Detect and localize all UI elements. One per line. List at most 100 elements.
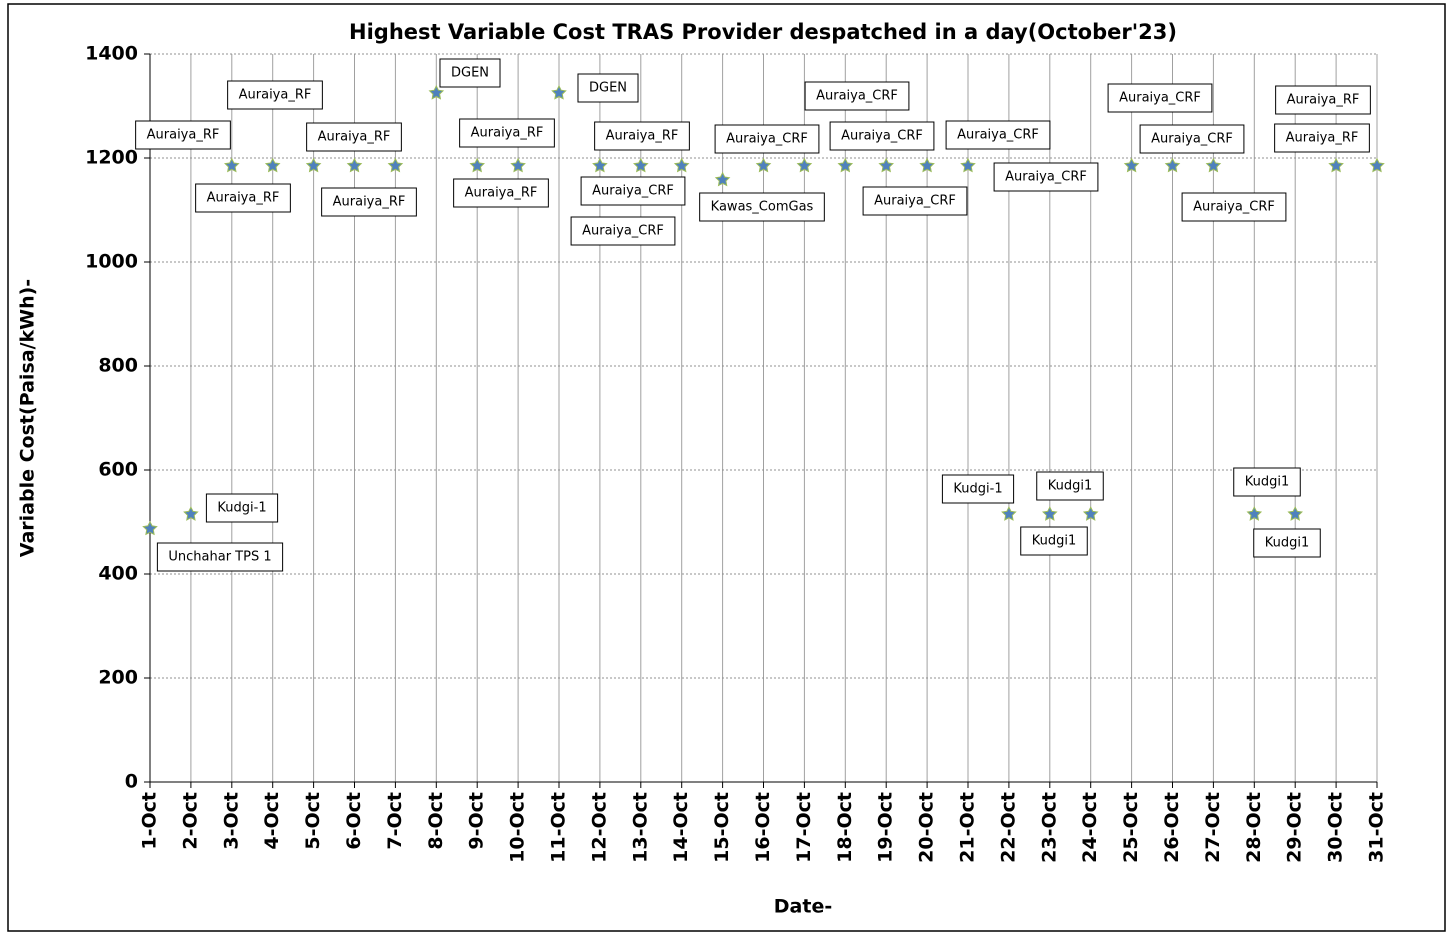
annotation: DGEN <box>577 73 639 103</box>
marker <box>428 84 445 100</box>
x-tick-label: 26-Oct <box>1161 792 1183 863</box>
annotation: Auraiya_CRF <box>580 176 686 206</box>
annotation: Auraiya_RF <box>321 187 417 217</box>
annotation-box <box>993 162 1099 192</box>
x-tick-label: 24-Oct <box>1079 792 1101 863</box>
marker <box>183 506 199 521</box>
annotation-text: Auraiya_RF <box>1287 93 1360 108</box>
annotation: Kudgi1 <box>1233 467 1301 497</box>
marker <box>755 157 772 173</box>
x-tick-label: 11-Oct <box>548 792 570 863</box>
annotation: Auraiya_RF <box>306 122 402 152</box>
annotation: Kudgi1 <box>1020 526 1088 556</box>
y-tick-label: 1000 <box>85 251 138 273</box>
x-axis-label: Date- <box>774 896 832 918</box>
annotation: Auraiya_RF <box>227 80 323 110</box>
marker <box>960 157 976 173</box>
annotation: Auraiya_RF <box>459 118 555 148</box>
marker <box>673 157 690 173</box>
marker <box>142 520 158 536</box>
annotation-text: Auraiya_CRF <box>874 194 956 209</box>
annotation-box <box>580 176 686 206</box>
x-tick-label: 8-Oct <box>425 792 447 850</box>
annotation-text: Auraiya_CRF <box>1193 200 1275 215</box>
annotation-text: Auraiya_RF <box>471 126 544 141</box>
annotation-text: Auraiya_RF <box>147 128 220 143</box>
marker <box>264 157 281 173</box>
annotation: Auraiya_RF <box>1275 85 1371 115</box>
annotation: Kudgi-1 <box>941 474 1015 504</box>
x-tick-label: 1-Oct <box>139 792 161 850</box>
marker <box>1082 506 1099 521</box>
annotation-text: Kudgi1 <box>1032 534 1077 549</box>
x-tick-label: 19-Oct <box>875 792 897 863</box>
annotation-box <box>135 120 231 150</box>
x-tick-label: 16-Oct <box>752 792 774 863</box>
y-tick-label: 200 <box>98 667 138 689</box>
annotation-text: Auraiya_CRF <box>726 132 808 147</box>
x-tick-label: 3-Oct <box>220 792 242 850</box>
annotation-text: Auraiya_CRF <box>957 128 1039 143</box>
marker <box>714 171 731 187</box>
y-tick-label: 1400 <box>85 43 138 65</box>
annotation-text: Auraiya_CRF <box>841 129 923 144</box>
annotation-box <box>1275 85 1371 115</box>
marker <box>1164 157 1181 173</box>
annotation: Kudgi-1 <box>205 493 279 523</box>
x-tick-label: 4-Oct <box>261 792 283 850</box>
x-tick-label: 7-Oct <box>384 792 406 850</box>
x-tick-label: 10-Oct <box>507 792 529 863</box>
annotation-box <box>594 121 690 151</box>
marker <box>1205 157 1222 173</box>
y-tick-label: 600 <box>98 459 138 481</box>
annotation: Auraiya_CRF <box>804 81 910 111</box>
annotation-box <box>439 58 501 88</box>
x-tick-label: 25-Oct <box>1120 792 1142 863</box>
annotation: Auraiya_CRF <box>829 121 935 151</box>
marker <box>1328 157 1344 173</box>
annotation-text: Auraiya_CRF <box>1119 91 1201 106</box>
annotation-box <box>699 192 825 222</box>
marker <box>346 157 363 173</box>
marker <box>1123 157 1140 173</box>
annotation-text: Auraiya_RF <box>333 195 406 210</box>
marker <box>510 157 526 173</box>
annotation-text: Kudgi1 <box>1048 479 1093 494</box>
chart-title: Highest Variable Cost TRAS Provider desp… <box>349 20 1177 44</box>
annotation-text: DGEN <box>451 66 489 81</box>
x-tick-label: 27-Oct <box>1202 792 1224 863</box>
annotation-text: Kudgi1 <box>1265 536 1310 551</box>
y-tick-label: 800 <box>98 355 138 377</box>
x-tick-label: 23-Oct <box>1038 792 1060 863</box>
annotation-text: Auraiya_CRF <box>582 224 664 239</box>
y-tick-label: 1200 <box>85 147 138 169</box>
annotation: Kudgi1 <box>1036 471 1104 501</box>
annotation-box <box>1274 123 1370 153</box>
x-tick-label: 20-Oct <box>916 792 938 863</box>
annotation-text: Kawas_ComGas <box>711 200 814 215</box>
annotation-text: Auraiya_RF <box>606 129 679 144</box>
annotation-text: Unchahar TPS 1 <box>168 550 271 565</box>
annotation-text: Auraiya_RF <box>207 191 280 206</box>
annotation: Auraiya_CRF <box>993 162 1099 192</box>
annotation: Auraiya_CRF <box>714 124 820 154</box>
marker <box>837 157 854 173</box>
x-tick-label: 12-Oct <box>588 792 610 863</box>
annotation: Auraiya_CRF <box>945 120 1051 150</box>
marker <box>878 157 894 173</box>
x-tick-label: 15-Oct <box>711 792 733 863</box>
annotation-box <box>714 124 820 154</box>
annotation-box <box>804 81 910 111</box>
annotation-text: Auraiya_CRF <box>1005 170 1087 185</box>
annotation-box <box>156 542 284 572</box>
annotation-text: Auraiya_RF <box>465 186 538 201</box>
annotation: DGEN <box>439 58 501 88</box>
x-tick-label: 28-Oct <box>1243 792 1265 863</box>
marker <box>1246 506 1263 521</box>
annotation-text: Kudgi-1 <box>953 482 1002 497</box>
marker <box>551 84 567 100</box>
marker <box>592 157 608 173</box>
y-axis-label: Variable Cost(Paisa/kWh)- <box>17 279 39 557</box>
marker <box>387 157 404 173</box>
marker <box>633 157 649 173</box>
